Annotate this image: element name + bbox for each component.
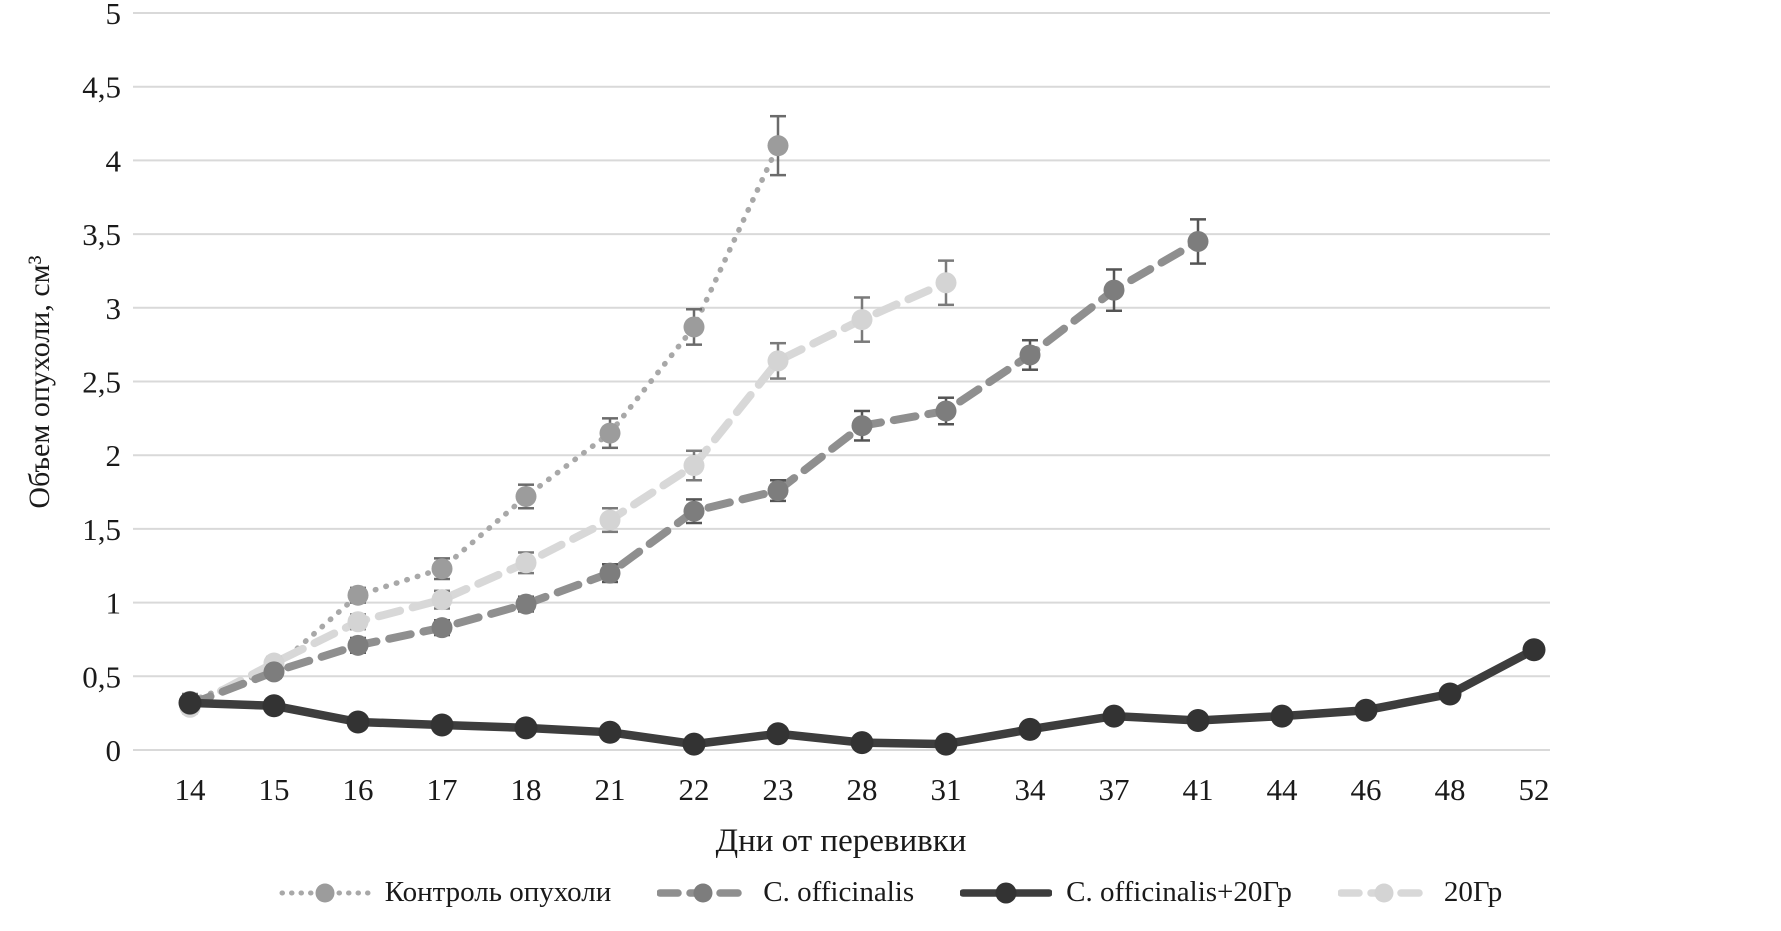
data-point	[1103, 279, 1125, 301]
data-point	[683, 500, 705, 522]
legend-label: C. officinalis	[763, 876, 915, 908]
y-tick-label: 5	[106, 0, 122, 31]
legend-line-sample	[657, 883, 750, 902]
legend-item: Контроль опухоли	[279, 876, 612, 909]
data-point	[262, 694, 286, 718]
x-tick-label: 18	[511, 772, 542, 807]
data-point	[1019, 344, 1041, 366]
x-tick-label: 44	[1267, 772, 1299, 807]
data-point	[767, 135, 789, 157]
data-point	[1270, 704, 1294, 728]
data-point	[431, 617, 453, 639]
chart-svg: 0 0,5 1 1,5 2 2,5 3 3,5 4 4,5 5 14 15 16 17 18 21 22 23 28 3…	[82, 0, 1550, 807]
y-tick-label: 0	[106, 733, 122, 768]
legend-label: C. officinalis+20Гр	[1066, 876, 1292, 908]
y-axis-title: Объем опухоли, см³	[23, 255, 56, 509]
data-point	[934, 732, 958, 756]
data-point	[515, 552, 537, 574]
y-tick-label: 3	[106, 291, 122, 326]
x-tick-label: 21	[595, 772, 626, 807]
series-line	[185, 645, 1539, 749]
x-tick-label: 22	[679, 772, 710, 807]
x-tick-label: 48	[1435, 772, 1466, 807]
x-tick-label: 17	[427, 772, 458, 807]
y-tick-label: 3,5	[82, 217, 121, 252]
x-tick-label: 16	[343, 772, 374, 807]
data-point	[178, 691, 202, 715]
data-point	[515, 593, 537, 615]
y-tick-label: 2	[106, 438, 122, 473]
legend-item: 20Гр	[1337, 876, 1503, 909]
data-point	[935, 400, 957, 422]
x-tick-label: 28	[847, 772, 878, 807]
data-point	[1018, 717, 1042, 741]
x-tick-label: 46	[1351, 772, 1382, 807]
y-tick-label: 4,5	[82, 70, 121, 105]
data-point	[599, 562, 621, 584]
data-point	[851, 309, 873, 331]
x-tick-label: 23	[763, 772, 794, 807]
x-tick-label: 15	[259, 772, 290, 807]
data-point	[766, 722, 790, 746]
series-line	[186, 278, 950, 712]
legend-line-sample	[279, 883, 371, 902]
y-tick-label: 4	[106, 143, 122, 178]
data-point	[1522, 638, 1546, 662]
data-point	[263, 661, 285, 683]
y-tick-label: 2,5	[82, 365, 121, 400]
data-point	[1354, 698, 1378, 722]
data-point	[1102, 704, 1126, 728]
legend-line-sample	[1337, 883, 1430, 902]
data-point	[851, 415, 873, 437]
data-point	[683, 316, 705, 338]
y-tick-label: 0,5	[82, 659, 121, 694]
data-point	[767, 480, 789, 502]
legend-line-sample	[960, 882, 1053, 903]
legend-item: C. officinalis+20Гр	[960, 876, 1292, 909]
data-point	[683, 455, 705, 477]
data-point	[347, 634, 369, 656]
data-point	[682, 732, 706, 756]
data-point	[430, 713, 454, 737]
data-point	[514, 716, 538, 740]
chart-legend: Контроль опухоли C. officinalis C. offic…	[0, 876, 1781, 909]
data-point	[1438, 682, 1462, 706]
data-point	[346, 710, 370, 734]
data-point	[515, 485, 537, 507]
data-point	[1187, 230, 1209, 252]
legend-item: C. officinalis	[657, 876, 914, 909]
data-point	[767, 350, 789, 372]
y-tick-label: 1	[106, 586, 122, 621]
data-point	[431, 589, 453, 611]
x-tick-label: 14	[175, 772, 207, 807]
data-point	[598, 720, 622, 744]
x-tick-label: 52	[1519, 772, 1550, 807]
x-axis-title: Дни от перевивки	[715, 823, 967, 859]
data-point	[850, 731, 874, 755]
x-tick-label: 37	[1099, 772, 1130, 807]
x-tick-label: 41	[1183, 772, 1214, 807]
data-point	[599, 422, 621, 444]
y-tick-label: 1,5	[82, 512, 121, 547]
data-point	[1186, 709, 1210, 733]
legend-label: 20Гр	[1443, 876, 1503, 908]
data-point	[599, 509, 621, 531]
x-tick-label: 34	[1015, 772, 1047, 807]
series-line	[187, 142, 781, 705]
data-point	[347, 584, 369, 606]
data-point	[935, 272, 957, 294]
x-tick-label: 31	[931, 772, 962, 807]
legend-label: Контроль опухоли	[384, 876, 612, 908]
data-point	[431, 558, 453, 580]
data-point	[347, 611, 369, 633]
